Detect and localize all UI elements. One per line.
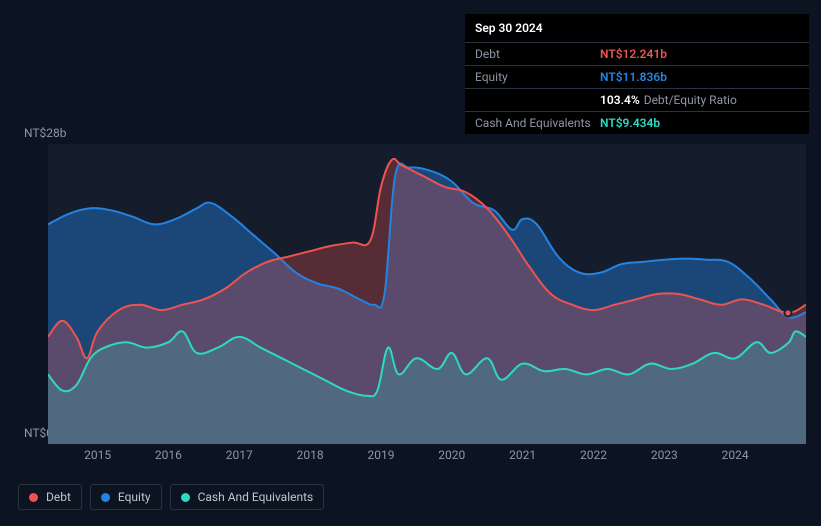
tooltip-row-value: NT$9.434b: [600, 116, 660, 130]
hover-marker-debt: [784, 308, 793, 317]
x-axis-label: 2017: [226, 448, 253, 462]
tooltip-row-label: Equity: [475, 70, 600, 84]
x-axis-label: 2016: [155, 448, 182, 462]
legend-label-cash: Cash And Equivalents: [198, 490, 314, 504]
x-axis-label: 2021: [509, 448, 536, 462]
x-axis: 2015 2016 2017 2018 2019 2020 2021 2022 2023 2024: [48, 448, 806, 468]
tooltip-row-label: [475, 93, 600, 107]
x-axis-label: 2015: [84, 448, 111, 462]
legend-dot-cash: [181, 493, 190, 502]
legend-item-equity[interactable]: Equity: [90, 484, 162, 510]
x-axis-label: 2019: [367, 448, 394, 462]
tooltip-row-label: Debt: [475, 47, 600, 61]
tooltip-row: EquityNT$11.836b: [465, 66, 809, 89]
tooltip-row: Cash And EquivalentsNT$9.434b: [465, 112, 809, 134]
chart-plot-area[interactable]: [48, 144, 806, 444]
tooltip-row-suffix: Debt/Equity Ratio: [644, 93, 737, 107]
tooltip-row-label: Cash And Equivalents: [475, 116, 600, 130]
tooltip-row: 103.4% Debt/Equity Ratio: [465, 89, 809, 112]
tooltip-row-value: NT$11.836b: [600, 70, 667, 84]
legend-dot-equity: [101, 493, 110, 502]
x-axis-label: 2022: [580, 448, 607, 462]
legend-item-debt[interactable]: Debt: [18, 484, 82, 510]
legend-label-debt: Debt: [46, 490, 71, 504]
legend: Debt Equity Cash And Equivalents: [18, 484, 324, 510]
tooltip-row-value: NT$12.241b: [600, 47, 667, 61]
tooltip-date: Sep 30 2024: [465, 14, 809, 43]
tooltip-row: DebtNT$12.241b: [465, 43, 809, 66]
x-axis-label: 2018: [297, 448, 324, 462]
y-axis-label-max: NT$28b: [24, 126, 67, 140]
chart-tooltip: Sep 30 2024 DebtNT$12.241bEquityNT$11.83…: [465, 14, 809, 134]
legend-item-cash[interactable]: Cash And Equivalents: [170, 484, 325, 510]
x-axis-label: 2024: [722, 448, 749, 462]
x-axis-label: 2023: [651, 448, 678, 462]
x-axis-label: 2020: [438, 448, 465, 462]
tooltip-row-value: 103.4%: [600, 93, 640, 107]
legend-dot-debt: [29, 493, 38, 502]
legend-label-equity: Equity: [118, 490, 151, 504]
